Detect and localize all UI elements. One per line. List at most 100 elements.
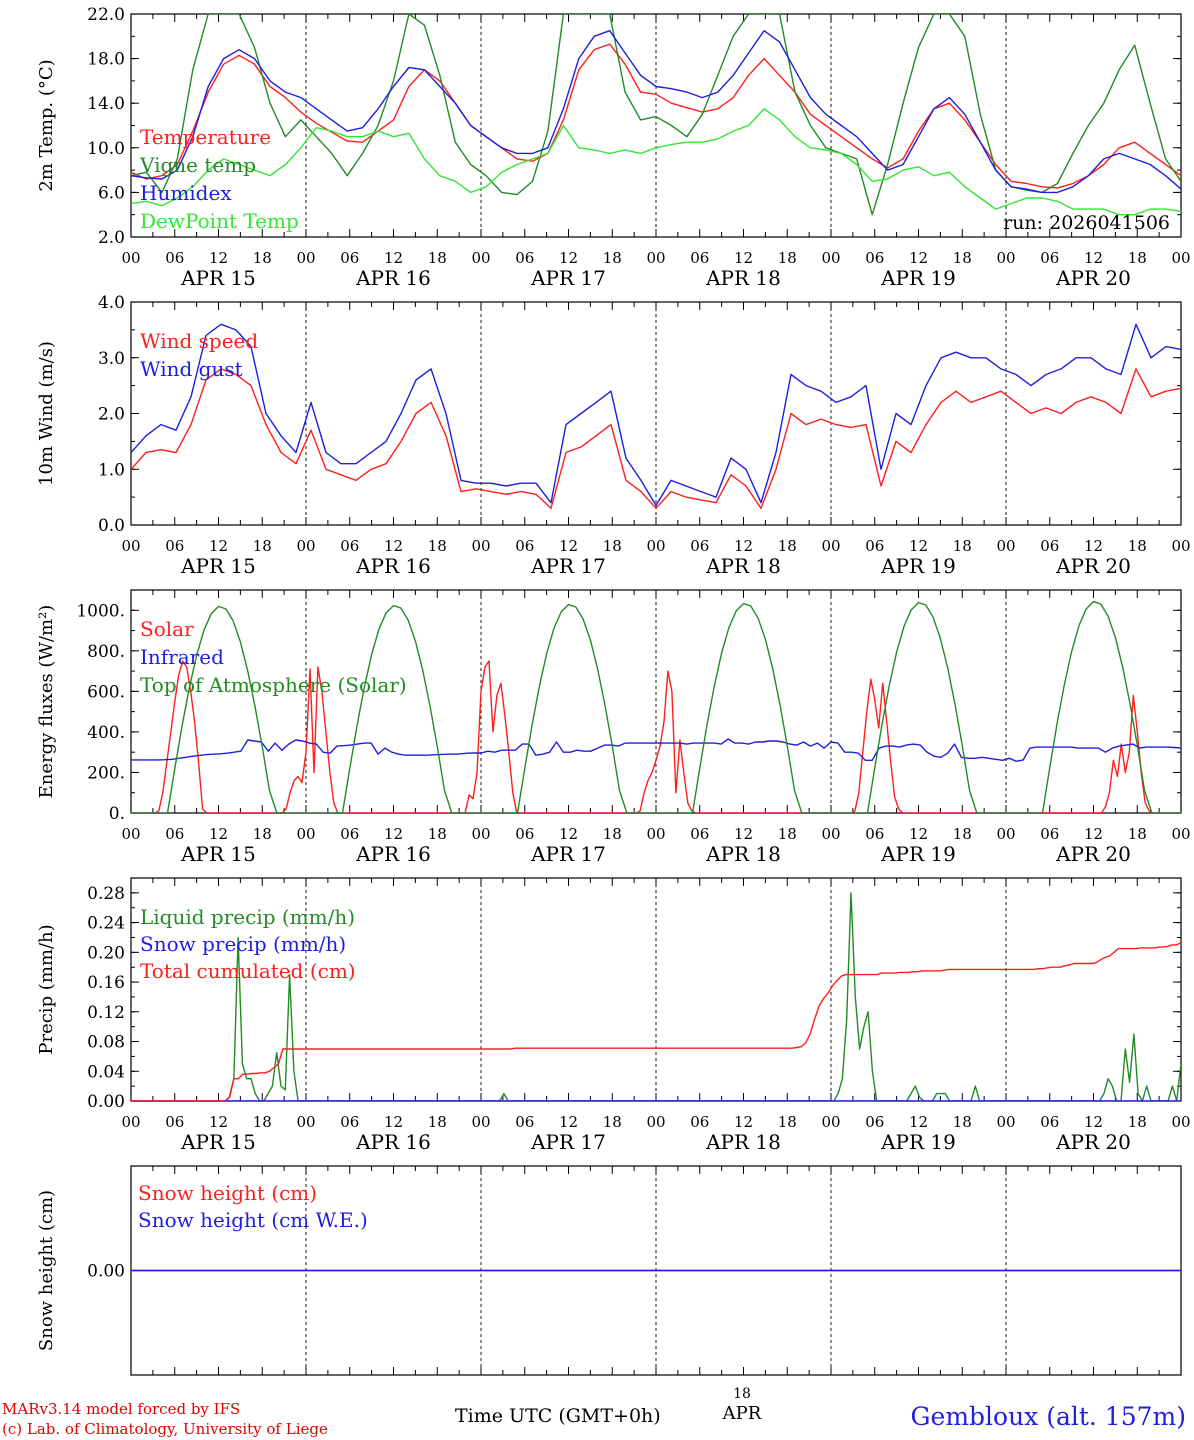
y-tick-label: 0.20 xyxy=(87,943,125,963)
x-hour-label: 18 xyxy=(1128,1113,1147,1131)
x-day-label: APR 19 xyxy=(880,1130,956,1154)
x-hour-label: 00 xyxy=(296,249,315,267)
x-day-label: APR 15 xyxy=(180,842,256,866)
x-hour-label: 12 xyxy=(384,825,403,843)
x-hour-label: 06 xyxy=(690,1113,709,1131)
series-humidex xyxy=(131,30,1181,194)
legend-entry: Temperature xyxy=(140,125,271,149)
x-day-label: APR 15 xyxy=(180,554,256,578)
x-hour-label: 18 xyxy=(253,825,272,843)
y-tick-label: 2.0 xyxy=(98,228,125,248)
x-day-label: APR 17 xyxy=(530,554,606,578)
x-hour-label: 12 xyxy=(1084,1113,1103,1131)
x-hour-label: 06 xyxy=(865,249,884,267)
lab-line: (c) Lab. of Climatology, University of L… xyxy=(2,1420,328,1438)
panel-precip: 0.00 0.04 0.08 0.12 0.16 0.20 0.24 0.28 Precip (… xyxy=(36,877,1191,1154)
x-day-label: APR 20 xyxy=(1055,1130,1131,1154)
y-tick-label: 22.0 xyxy=(87,5,125,25)
x-hour-label: 06 xyxy=(340,249,359,267)
legend-entry: Wind speed xyxy=(140,329,258,353)
x-hour-label: 18 xyxy=(953,1113,972,1131)
y-tick-label: 6.0 xyxy=(98,183,125,203)
panel-energy: 0. 200. 400. 600. 800. 1000. Energy fluxes (W/… xyxy=(36,589,1191,866)
x-hour-label: 00 xyxy=(296,537,315,555)
x-hour-label: 00 xyxy=(1171,825,1190,843)
x-hour-label: 18 xyxy=(953,537,972,555)
y-tick-label: 0.08 xyxy=(87,1033,125,1053)
x-hour-label: 00 xyxy=(471,1113,490,1131)
x-hour-label: 00 xyxy=(996,825,1015,843)
x-day-label: APR 17 xyxy=(530,266,606,290)
y-axis-label: 2m Temp. (°C) xyxy=(36,59,57,191)
legend-entry: Snow height (cm) xyxy=(138,1181,317,1205)
y-axis-label: Energy fluxes (W/m²) xyxy=(36,605,57,799)
x-hour-label: 06 xyxy=(865,537,884,555)
panel-snow: 0.00 Snow height (cm) Snow height (cm) Snow… xyxy=(36,1165,1182,1376)
y-tick-label: 1.0 xyxy=(98,460,125,480)
station-name: Gembloux (alt. 157m) xyxy=(910,1402,1186,1431)
x-hour-label: 18 xyxy=(428,825,447,843)
x-hour-label: 06 xyxy=(165,1113,184,1131)
center-date: 18 APR xyxy=(722,1386,762,1426)
x-hour-label: 18 xyxy=(603,825,622,843)
x-hour-label: 00 xyxy=(471,537,490,555)
y-tick-label: 0. xyxy=(109,804,125,824)
x-hour-label: 12 xyxy=(1084,825,1103,843)
x-hour-label: 00 xyxy=(821,249,840,267)
x-hour-label: 18 xyxy=(603,1113,622,1131)
x-hour-label: 00 xyxy=(996,249,1015,267)
x-hour-label: 18 xyxy=(253,537,272,555)
plot-frame xyxy=(130,589,1182,814)
y-tick-label: 400. xyxy=(87,723,125,743)
x-hour-label: 18 xyxy=(253,249,272,267)
x-day-label: APR 20 xyxy=(1055,266,1131,290)
x-day-label: APR 16 xyxy=(355,554,431,578)
time-axis-label: Time UTC (GMT+0h) xyxy=(455,1405,661,1427)
x-day-label: APR 16 xyxy=(355,842,431,866)
legend-entry: Vigne temp xyxy=(139,153,256,177)
x-hour-label: 18 xyxy=(1128,537,1147,555)
y-tick-label: 0.0 xyxy=(98,516,125,536)
x-hour-label: 00 xyxy=(1171,537,1190,555)
x-hour-label: 18 xyxy=(428,249,447,267)
y-tick-label: 0.24 xyxy=(87,914,125,934)
x-hour-label: 06 xyxy=(340,537,359,555)
x-hour-label: 00 xyxy=(1171,1113,1190,1131)
x-hour-label: 06 xyxy=(690,537,709,555)
x-hour-label: 12 xyxy=(734,825,753,843)
y-tick-label: 0.16 xyxy=(87,973,125,993)
x-hour-label: 06 xyxy=(1040,249,1059,267)
x-hour-label: 00 xyxy=(296,825,315,843)
x-hour-label: 18 xyxy=(428,537,447,555)
x-hour-label: 00 xyxy=(646,1113,665,1131)
x-hour-label: 12 xyxy=(559,825,578,843)
x-hour-label: 18 xyxy=(253,1113,272,1131)
legend-entry: Liquid precip (mm/h) xyxy=(140,905,355,929)
y-tick-label: 14.0 xyxy=(87,94,125,114)
x-hour-label: 06 xyxy=(690,825,709,843)
x-hour-label: 06 xyxy=(865,825,884,843)
x-hour-label: 06 xyxy=(165,825,184,843)
x-hour-label: 06 xyxy=(165,537,184,555)
series-total-cumulated-cm- xyxy=(131,942,1181,1101)
x-hour-label: 12 xyxy=(209,537,228,555)
y-tick-label: 0.00 xyxy=(87,1092,125,1112)
x-day-label: APR 19 xyxy=(880,554,956,578)
x-hour-label: 00 xyxy=(471,825,490,843)
x-hour-label: 12 xyxy=(209,1113,228,1131)
model-line: MARv3.14 model forced by IFS xyxy=(2,1400,241,1418)
y-tick-label: 0.04 xyxy=(87,1062,125,1082)
x-hour-label: 00 xyxy=(996,1113,1015,1131)
x-hour-label: 00 xyxy=(646,825,665,843)
x-hour-label: 00 xyxy=(121,825,140,843)
y-tick-label: 2.0 xyxy=(98,405,125,425)
x-day-label: APR 16 xyxy=(355,1130,431,1154)
series-wind-gust xyxy=(131,323,1181,507)
x-hour-label: 12 xyxy=(209,825,228,843)
y-tick-label: 1000. xyxy=(76,601,125,621)
series-wind-speed xyxy=(131,368,1181,509)
x-hour-label: 00 xyxy=(121,1113,140,1131)
x-hour-label: 00 xyxy=(121,537,140,555)
y-tick-label: 4.0 xyxy=(98,293,125,313)
x-hour-label: 00 xyxy=(1171,249,1190,267)
